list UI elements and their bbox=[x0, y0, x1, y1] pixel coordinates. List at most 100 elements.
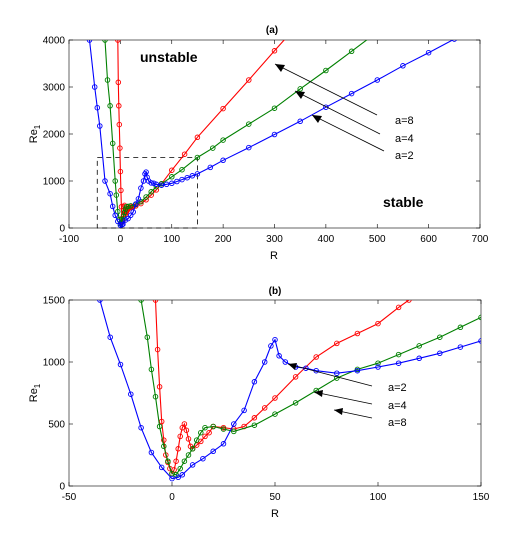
panel-a-point-a2 bbox=[194, 171, 201, 177]
panel-b-point-a4 bbox=[478, 314, 481, 321]
panel-b-point-a4 bbox=[202, 424, 208, 431]
panel-b-point-a8 bbox=[183, 427, 190, 433]
panel-b-point-a8 bbox=[375, 320, 381, 327]
panel-a-point-a2 bbox=[179, 176, 185, 183]
panel-a: (a) -100 0 100 200 300 400 500 600 7000100020003… bbox=[28, 25, 489, 262]
panel-b-point-a4 bbox=[148, 366, 155, 373]
panel-b-ytick-label: 1500 bbox=[43, 296, 66, 307]
panel-a-xtick-label: 100 bbox=[163, 234, 180, 245]
panel-a-point-a8 bbox=[246, 77, 252, 83]
panel-b-point-a8 bbox=[313, 354, 319, 360]
panel-b-point-a2 bbox=[457, 344, 464, 350]
panel-b-point-a2 bbox=[97, 300, 103, 303]
panel-b-point-a2 bbox=[268, 343, 274, 349]
panel-a-point-a8 bbox=[118, 187, 124, 194]
panel-a-xtick-label: 0 bbox=[118, 234, 124, 245]
panel-a-plot-area bbox=[86, 30, 457, 228]
panel-b-label-a2: a=2 bbox=[388, 382, 407, 394]
panel-a-arrows bbox=[274, 63, 385, 152]
panel-a-point-a8 bbox=[148, 192, 154, 198]
panel-a-point-a2 bbox=[151, 180, 157, 187]
panel-a-point-a2 bbox=[107, 190, 113, 197]
arrow-b2 bbox=[287, 363, 373, 387]
panel-a-point-a8 bbox=[181, 151, 188, 157]
panel-b-point-a8 bbox=[152, 300, 159, 303]
panel-a-point-a2 bbox=[120, 221, 126, 227]
panel-a-point-a2 bbox=[348, 90, 355, 97]
panel-b-point-a4 bbox=[395, 351, 402, 358]
panel-a-point-a4 bbox=[104, 77, 111, 83]
panel-b-label-a4: a=4 bbox=[388, 400, 407, 412]
panel-b-xtick-label: 100 bbox=[370, 492, 387, 503]
arrow-b4-head bbox=[314, 390, 323, 397]
panel-a-point-a2 bbox=[169, 180, 175, 187]
panel-b-point-a8 bbox=[261, 405, 268, 411]
panel-b-point-a2 bbox=[437, 350, 443, 357]
panel-b-point-a4 bbox=[181, 458, 188, 464]
panel-b-point-a4 bbox=[220, 426, 227, 432]
panel-a-inset-box bbox=[96, 157, 198, 229]
panel-b-xtick-label: 50 bbox=[269, 492, 281, 503]
panel-a-point-a8 bbox=[115, 79, 122, 86]
panel-a-point-a2 bbox=[189, 173, 196, 179]
panel-a-point-a2 bbox=[163, 181, 170, 188]
panel-a-point-a4 bbox=[375, 30, 380, 35]
panel-b-point-a2 bbox=[251, 379, 258, 385]
panel-a-stable-label: stable bbox=[383, 194, 424, 210]
panel-b-point-a4 bbox=[416, 343, 422, 349]
panel-b-point-a8 bbox=[185, 436, 192, 442]
panel-b-point-a4 bbox=[231, 428, 237, 435]
panel-b-point-a2 bbox=[138, 424, 144, 431]
panel-b-point-a4 bbox=[251, 422, 258, 428]
panel-b-point-a2 bbox=[175, 474, 181, 481]
panel-a-point-a4 bbox=[194, 154, 201, 161]
panel-a-xtick-label: 400 bbox=[318, 234, 335, 245]
arrow-a4-head bbox=[295, 91, 305, 99]
panel-b-point-a8 bbox=[334, 340, 340, 347]
panel-a-point-a4 bbox=[112, 178, 118, 184]
panel-a-xtick-label: 300 bbox=[266, 234, 283, 245]
panel-a-point-a4 bbox=[246, 121, 252, 127]
panel-b-point-a2 bbox=[354, 367, 361, 374]
panel-b-point-a2 bbox=[220, 441, 227, 447]
arrow-a4 bbox=[294, 90, 381, 135]
panel-a-point-a4 bbox=[127, 203, 134, 209]
panel-a-point-a4 bbox=[121, 209, 128, 216]
panel-a-point-a8 bbox=[153, 187, 160, 193]
panel-a-point-a8 bbox=[115, 40, 121, 43]
panel-b-point-a2 bbox=[282, 359, 289, 365]
panel-b-point-a2 bbox=[169, 475, 175, 482]
panel-a-point-a2 bbox=[207, 164, 214, 171]
panel-b-point-a4 bbox=[185, 452, 192, 458]
panel-a-xtick-label: -100 bbox=[59, 234, 79, 245]
panel-a-point-a4 bbox=[271, 105, 278, 111]
panel-a-ylabel-sub: 1 bbox=[33, 124, 42, 129]
panel-a-point-a4 bbox=[143, 194, 149, 200]
panel-b-ylabel-sub: 1 bbox=[33, 383, 42, 388]
panel-a-point-a2 bbox=[133, 201, 139, 207]
panel-a-ytick-label: 3000 bbox=[43, 83, 66, 94]
panel-b-point-a2 bbox=[148, 449, 155, 456]
panel-a-xtick-label: 500 bbox=[369, 234, 386, 245]
panel-b-point-a2 bbox=[276, 353, 282, 359]
panel-a-point-a2 bbox=[94, 104, 101, 111]
panel-a-ytick-label: 2000 bbox=[43, 130, 66, 141]
panel-b-title: (b) bbox=[269, 286, 282, 297]
panel-b-point-a8 bbox=[395, 304, 402, 311]
panel-b-point-a4 bbox=[144, 334, 151, 340]
panel-b-point-a2 bbox=[261, 359, 268, 365]
panel-a-ticks: -100 0 100 200 300 400 500 600 70001000200030004… bbox=[43, 36, 489, 246]
panel-b-point-a2 bbox=[272, 336, 278, 343]
panel-b-series bbox=[97, 300, 481, 482]
panel-b-point-a2 bbox=[210, 448, 216, 455]
panel-b-point-a2 bbox=[478, 338, 481, 344]
panel-a-point-a4 bbox=[107, 103, 113, 109]
panel-a-point-a8 bbox=[169, 167, 175, 173]
panel-a-point-a2 bbox=[102, 178, 108, 184]
arrow-a2-head bbox=[312, 115, 322, 123]
panel-b-point-a2 bbox=[107, 334, 113, 340]
panel-a-point-a8 bbox=[118, 204, 125, 210]
panel-b-point-a4 bbox=[156, 423, 163, 430]
